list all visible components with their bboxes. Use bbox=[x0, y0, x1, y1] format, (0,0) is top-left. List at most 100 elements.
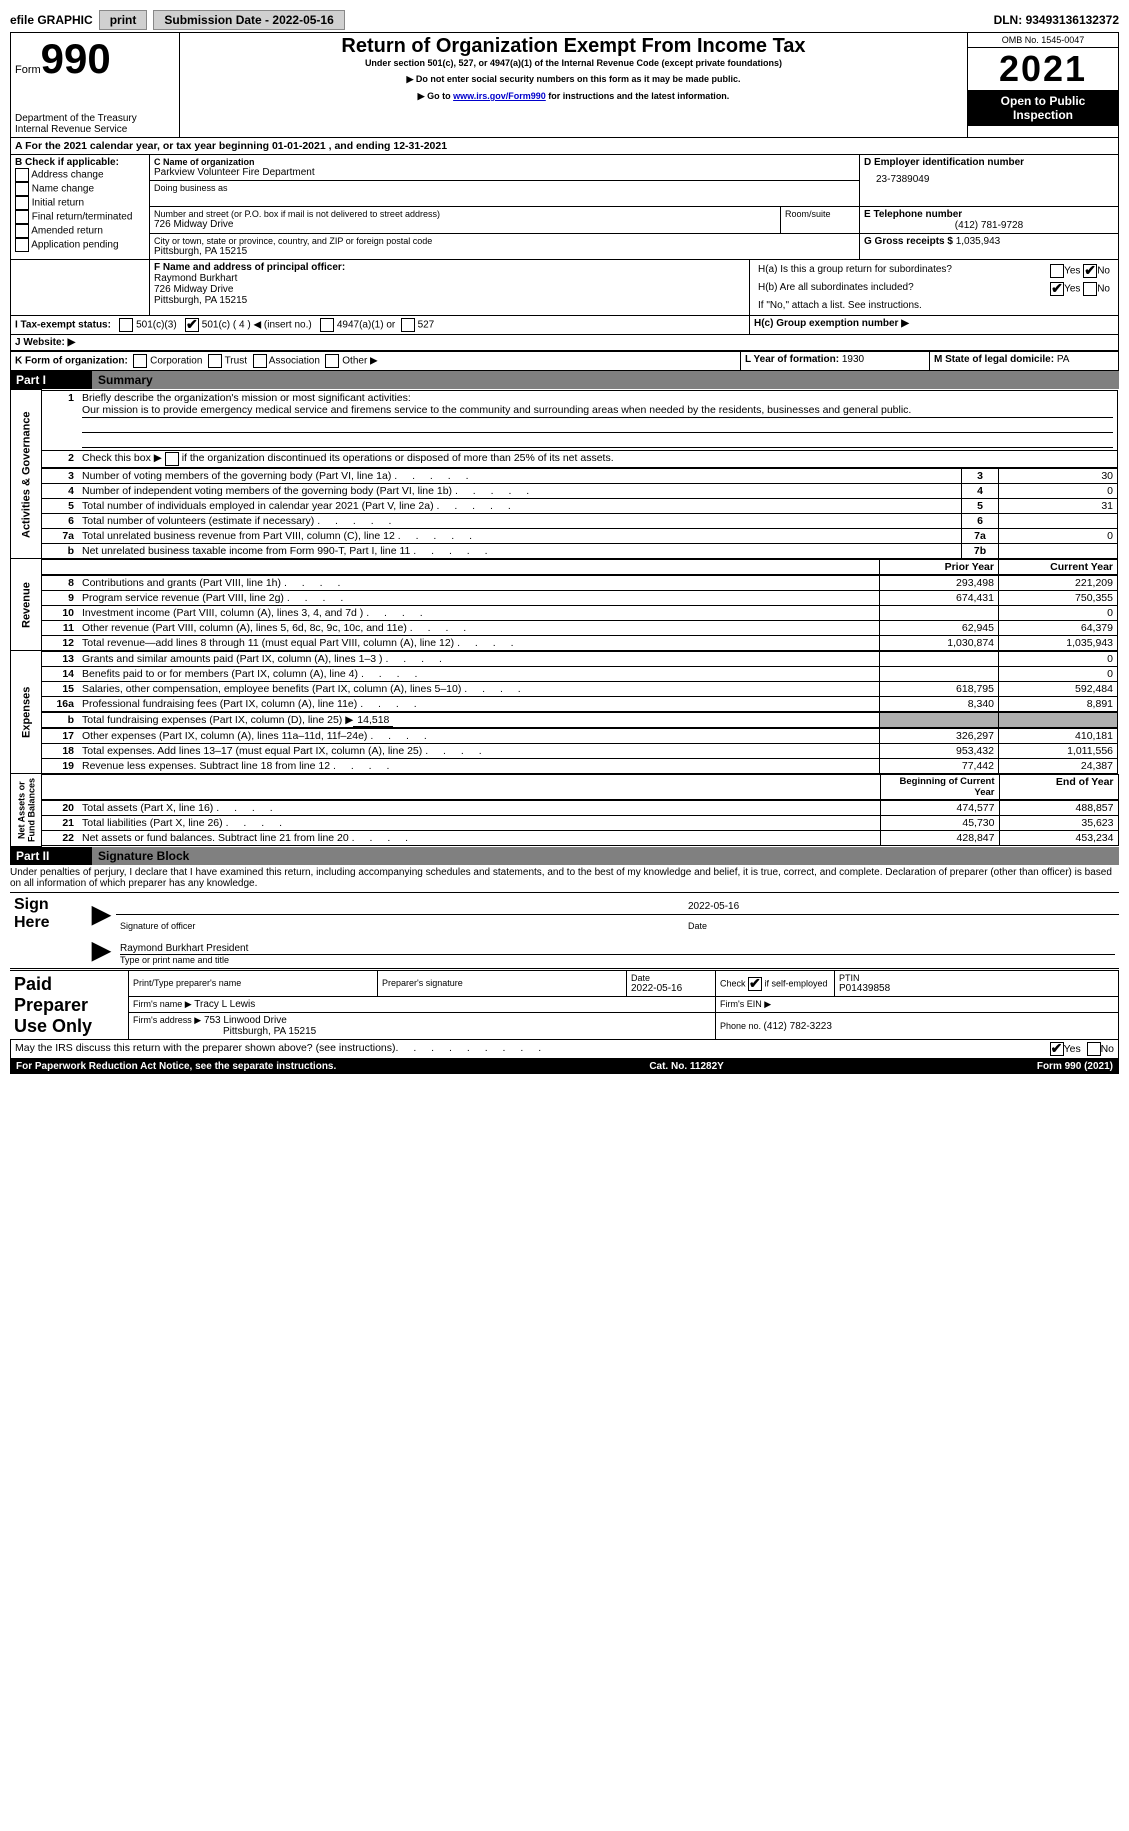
firm-name: Tracy L Lewis bbox=[194, 999, 255, 1010]
initial-return-checkbox[interactable] bbox=[15, 196, 29, 210]
ha-yes-checkbox[interactable] bbox=[1050, 264, 1064, 278]
sig-arrow2-icon: ▶ bbox=[92, 937, 110, 964]
firm-city: Pittsburgh, PA 15215 bbox=[133, 1026, 316, 1037]
q2-text: Check this box ▶ if the organization dis… bbox=[82, 452, 614, 464]
beg-year-header: Beginning of Current Year bbox=[880, 775, 999, 800]
officer-name: Raymond Burkhart bbox=[154, 273, 745, 284]
summary-row: bNet unrelated business taxable income f… bbox=[42, 543, 1118, 558]
summary-row: 22Net assets or fund balances. Subtract … bbox=[42, 831, 1118, 846]
footer-left: For Paperwork Reduction Act Notice, see … bbox=[16, 1061, 336, 1072]
discuss-no-checkbox[interactable] bbox=[1087, 1042, 1101, 1056]
hb-yes-checkbox[interactable] bbox=[1050, 282, 1064, 296]
ha-label: H(a) Is this a group return for subordin… bbox=[754, 262, 962, 280]
box-e-label: E Telephone number bbox=[864, 209, 1114, 220]
sign-here-block: Sign Here ▶ 2022-05-16 Signature of offi… bbox=[10, 894, 1119, 967]
street-label: Number and street (or P.O. box if mail i… bbox=[154, 209, 776, 219]
part1-label: Part I bbox=[10, 371, 92, 389]
501c-checkbox[interactable] bbox=[185, 318, 199, 332]
hc-label: H(c) Group exemption number ▶ bbox=[754, 318, 909, 329]
form-word: Form bbox=[15, 64, 41, 76]
top-bar: efile GRAPHIC print Submission Date - 20… bbox=[10, 10, 1119, 30]
q2-checkbox[interactable] bbox=[165, 452, 179, 466]
ptin-value: P01439858 bbox=[839, 983, 1114, 994]
part2-label: Part II bbox=[10, 847, 92, 865]
box-f-label: F Name and address of principal officer: bbox=[154, 262, 745, 273]
hb-note: If "No," attach a list. See instructions… bbox=[754, 298, 1114, 313]
box-j-label: J Website: ▶ bbox=[15, 337, 75, 348]
sig-declaration: Under penalties of perjury, I declare th… bbox=[10, 865, 1119, 891]
footer-right: Form 990 (2021) bbox=[1037, 1061, 1113, 1072]
part1-title: Summary bbox=[92, 371, 1119, 389]
amended-return-checkbox[interactable] bbox=[15, 224, 29, 238]
box-d-label: D Employer identification number bbox=[864, 157, 1114, 168]
form-number: 990 bbox=[41, 35, 111, 82]
irs-link[interactable]: www.irs.gov/Form990 bbox=[453, 91, 546, 101]
sig-arrow-icon: ▶ bbox=[92, 901, 110, 928]
summary-row: 5Total number of individuals employed in… bbox=[42, 498, 1118, 513]
firm-ein-label: Firm's EIN ▶ bbox=[720, 999, 771, 1009]
prep-date-value: 2022-05-16 bbox=[631, 983, 711, 994]
ha-no-checkbox[interactable] bbox=[1083, 264, 1097, 278]
summary-row: 17Other expenses (Part IX, column (A), l… bbox=[42, 728, 1118, 743]
vert-netassets: Net Assets or Fund Balances bbox=[11, 774, 42, 847]
name-change-checkbox[interactable] bbox=[15, 182, 29, 196]
trust-checkbox[interactable] bbox=[208, 354, 222, 368]
open-public-box: Open to Public Inspection bbox=[968, 90, 1118, 126]
self-employed-checkbox[interactable] bbox=[748, 977, 762, 991]
assoc-checkbox[interactable] bbox=[253, 354, 267, 368]
box-g-label: G Gross receipts $ bbox=[864, 236, 956, 247]
fundraising-total: 14,518 bbox=[353, 714, 393, 727]
ptin-label: PTIN bbox=[839, 973, 1114, 983]
summary-row: 11Other revenue (Part VIII, column (A), … bbox=[42, 620, 1118, 635]
summary-row: 9Program service revenue (Part VIII, lin… bbox=[42, 590, 1118, 605]
final-return-checkbox[interactable] bbox=[15, 210, 29, 224]
q1-text: Our mission is to provide emergency medi… bbox=[82, 404, 911, 416]
dept-treasury: Department of the Treasury Internal Reve… bbox=[15, 113, 175, 135]
sig-date: 2022-05-16 bbox=[684, 894, 1119, 914]
efile-label: efile GRAPHIC bbox=[10, 13, 93, 27]
officer-city: Pittsburgh, PA 15215 bbox=[154, 295, 745, 306]
form-title: Return of Organization Exempt From Incom… bbox=[184, 35, 963, 58]
tax-period-line: A For the 2021 calendar year, or tax yea… bbox=[10, 138, 1119, 154]
omb-number: OMB No. 1545-0047 bbox=[968, 33, 1118, 48]
officer-group-block: F Name and address of principal officer:… bbox=[10, 260, 1119, 351]
paid-preparer-block: Paid Preparer Use Only Print/Type prepar… bbox=[10, 970, 1119, 1040]
4947a1-checkbox[interactable] bbox=[320, 318, 334, 332]
prior-year-header: Prior Year bbox=[880, 559, 999, 574]
dba-label: Doing business as bbox=[154, 183, 855, 193]
name-title-label: Type or print name and title bbox=[120, 955, 1115, 965]
hb-label: H(b) Are all subordinates included? bbox=[754, 280, 962, 298]
address-change-checkbox[interactable] bbox=[15, 168, 29, 182]
application-pending-checkbox[interactable] bbox=[15, 238, 29, 252]
submission-date-button[interactable]: Submission Date - 2022-05-16 bbox=[153, 10, 344, 30]
current-year-header: Current Year bbox=[999, 559, 1118, 574]
summary-section: Activities & Governance 1 Briefly descri… bbox=[10, 389, 1119, 847]
part2-header: Part II Signature Block bbox=[10, 847, 1119, 865]
summary-row: 15Salaries, other compensation, employee… bbox=[42, 681, 1118, 696]
form-subtitle: Under section 501(c), 527, or 4947(a)(1)… bbox=[184, 58, 963, 68]
summary-row: 6Total number of volunteers (estimate if… bbox=[42, 513, 1118, 528]
page-footer: For Paperwork Reduction Act Notice, see … bbox=[10, 1059, 1119, 1074]
box-c-name-label: C Name of organization bbox=[154, 157, 855, 167]
form-header: Form990 Department of the Treasury Inter… bbox=[10, 32, 1119, 138]
501c3-checkbox[interactable] bbox=[119, 318, 133, 332]
box-i-label: I Tax-exempt status: bbox=[15, 320, 111, 331]
summary-row: 10Investment income (Part VIII, column (… bbox=[42, 605, 1118, 620]
discuss-yes-checkbox[interactable] bbox=[1050, 1042, 1064, 1056]
discuss-line: May the IRS discuss this return with the… bbox=[10, 1040, 1119, 1059]
box-l-label: L Year of formation: bbox=[745, 354, 842, 365]
other-checkbox[interactable] bbox=[325, 354, 339, 368]
summary-row: 21Total liabilities (Part X, line 26) . … bbox=[42, 816, 1118, 831]
phone-value: (412) 781-9728 bbox=[864, 220, 1114, 231]
city-label: City or town, state or province, country… bbox=[154, 236, 855, 246]
hb-no-checkbox[interactable] bbox=[1083, 282, 1097, 296]
corp-checkbox[interactable] bbox=[133, 354, 147, 368]
527-checkbox[interactable] bbox=[401, 318, 415, 332]
vert-governance: Activities & Governance bbox=[11, 390, 42, 559]
org-name: Parkview Volunteer Fire Department bbox=[154, 167, 855, 178]
year-formation: 1930 bbox=[842, 354, 864, 365]
firm-phone: (412) 782-3223 bbox=[764, 1021, 832, 1032]
summary-row: 20Total assets (Part X, line 16) . . . .… bbox=[42, 801, 1118, 816]
state-domicile: PA bbox=[1057, 354, 1070, 365]
print-button[interactable]: print bbox=[99, 10, 148, 30]
